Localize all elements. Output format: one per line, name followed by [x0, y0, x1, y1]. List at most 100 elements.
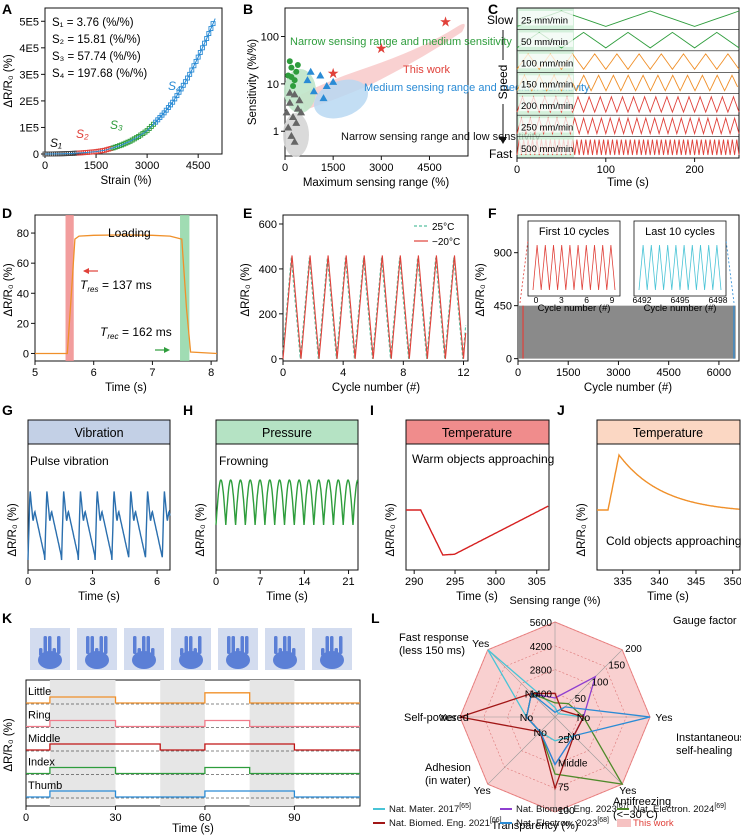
panel-f-xtick-label: 4500 [656, 367, 680, 379]
radar-yes-no-label: Yes [439, 712, 456, 724]
blue-triangle-point [322, 82, 331, 90]
panel-g-vibration: Vibration Pulse vibration 0 3 6 Time (s) Δ… [7, 419, 171, 603]
panel-d-xtick-label: 6 [91, 367, 97, 379]
panel-d-ytick-label: 40 [17, 288, 29, 300]
radar-range-tick: 5600 [530, 618, 553, 629]
panel-h-pressure: Pressure Frowning 0 7 14 21 Time (s) ΔR/R₀ … [195, 419, 359, 603]
hand-palm [85, 651, 109, 669]
panel-g-title: Vibration [74, 426, 123, 440]
t-res-value: = 137 ms [102, 278, 152, 292]
panel-i-xtick-label: 305 [528, 576, 546, 588]
panel-b-xtick-label: 0 [282, 162, 288, 174]
hand-finger [133, 636, 137, 654]
gray-triangle-point [287, 131, 296, 139]
green-circle-point [286, 58, 293, 65]
gray-triangle-point [282, 108, 291, 116]
panel-a-ytick-label: 4E5 [19, 43, 39, 55]
panel-h-header [215, 419, 359, 445]
response-band [65, 215, 74, 361]
panel-i-annotation: Warm objects approaching [412, 452, 554, 466]
blue-triangle-point [329, 77, 338, 85]
panel-e-temperature-cycling: 0 4 8 12 0 200 400 600 25°C −20°C Cycle number … [240, 214, 470, 394]
panel-b-xtick-label: 4500 [417, 162, 441, 174]
radar-gf-tick: 100 [592, 677, 609, 688]
panel-a-point [197, 50, 203, 55]
radar-ref-polygon [459, 692, 585, 791]
panel-h-xtick-label: 0 [213, 576, 219, 588]
hand-finger [278, 648, 282, 656]
inset-first-title: First 10 cycles [539, 226, 610, 238]
panel-b-xtick-label: 3000 [369, 162, 393, 174]
hand-palm [320, 651, 344, 669]
panel-a-xlabel: Strain (%) [100, 175, 151, 187]
radar-yes-no-label: No [534, 727, 548, 739]
panel-i-xtick-label: 290 [405, 576, 423, 588]
panel-k-ylabel: ΔR/R₀ (%) [3, 718, 15, 772]
legend-label-25c: 25°C [432, 222, 454, 233]
panel-f-xlabel: Cycle number (#) [584, 382, 672, 394]
radar-axis-title: Transparency (%) [491, 820, 578, 832]
panel-c-speed-label: 25 mm/min [521, 15, 568, 26]
gray-triangle-point [284, 123, 293, 131]
panel-e-ytick-label: 600 [259, 219, 277, 231]
panel-d-ytick-label: 20 [17, 318, 29, 330]
panel-f-ylabel: ΔR/R₀ (%) [475, 263, 487, 317]
panel-c-label-bg [519, 139, 573, 154]
hand-finger [321, 648, 325, 656]
panel-k-shade [49, 680, 116, 806]
red-star-point: ★ [327, 65, 340, 81]
gray-group-ellipse [283, 113, 309, 157]
panel-a-ytick-label: 5E5 [19, 16, 39, 28]
panel-h-annotation: Frowning [219, 454, 268, 468]
panel-f-ytick-label: 900 [494, 248, 512, 260]
panel-a-xtick-label: 1500 [84, 160, 108, 172]
radar-ring [459, 621, 651, 813]
panel-k-xtick-label: 0 [23, 812, 29, 824]
radar-range-tick: 1400 [530, 689, 553, 700]
panel-d-trace [35, 234, 218, 355]
radar-spoke [487, 716, 556, 785]
panel-i-xtick-label: 300 [487, 576, 505, 588]
seg-label-s2: S₂ [76, 127, 89, 141]
gray-triangle-point [292, 118, 301, 126]
panel-j-header [596, 419, 741, 445]
hand-palm [38, 651, 62, 669]
panel-e-xtick-label: 8 [400, 367, 406, 379]
panel-g-header [27, 419, 171, 445]
panel-e-trace-minus20c [282, 255, 467, 359]
hand-palm [179, 651, 203, 669]
panel-j-xtick-label: 350 [723, 576, 741, 588]
panel-a-ytick-label: 2E5 [19, 96, 39, 108]
panel-letter-b: B [243, 1, 253, 17]
hand-palm [226, 651, 250, 669]
hand-finger [193, 648, 197, 656]
hand-finger [48, 636, 52, 654]
seg-label-s1: S₁ [50, 136, 62, 150]
gray-triangle-point [285, 98, 294, 106]
panel-i-xlabel: Time (s) [456, 591, 498, 603]
panel-j-title: Temperature [633, 426, 703, 440]
panel-c-label-bg [519, 96, 573, 112]
panel-g-trace [27, 491, 171, 561]
radar-axis-title: Adhesion [425, 762, 471, 774]
panel-a-ytick-label: 0 [33, 149, 39, 161]
hand-finger [184, 636, 188, 654]
panel-a-ytick-label: 3E5 [19, 69, 39, 81]
t-rec-arrowhead [164, 347, 170, 353]
panel-g-xtick-label: 6 [154, 576, 160, 588]
this-work-label: This work [403, 64, 451, 76]
panel-a-point [208, 26, 214, 32]
radar-spoke [487, 649, 556, 718]
green-circle-point [293, 68, 300, 75]
panel-h-xtick-label: 7 [257, 576, 263, 588]
hand-finger [43, 636, 47, 654]
panel-e-trace-25c [282, 257, 467, 359]
panel-letter-g: G [2, 402, 13, 418]
radar-trans-tick: 100 [558, 806, 575, 817]
legend-label: Nat. Mater. 2017[65] [389, 803, 471, 815]
panel-d-xtick-label: 5 [32, 367, 38, 379]
panel-letter-j: J [557, 402, 565, 418]
panel-k-finger-label: Ring [28, 710, 51, 722]
panel-c-xtick-label: 0 [514, 164, 520, 176]
panel-i-title: Temperature [442, 426, 512, 440]
